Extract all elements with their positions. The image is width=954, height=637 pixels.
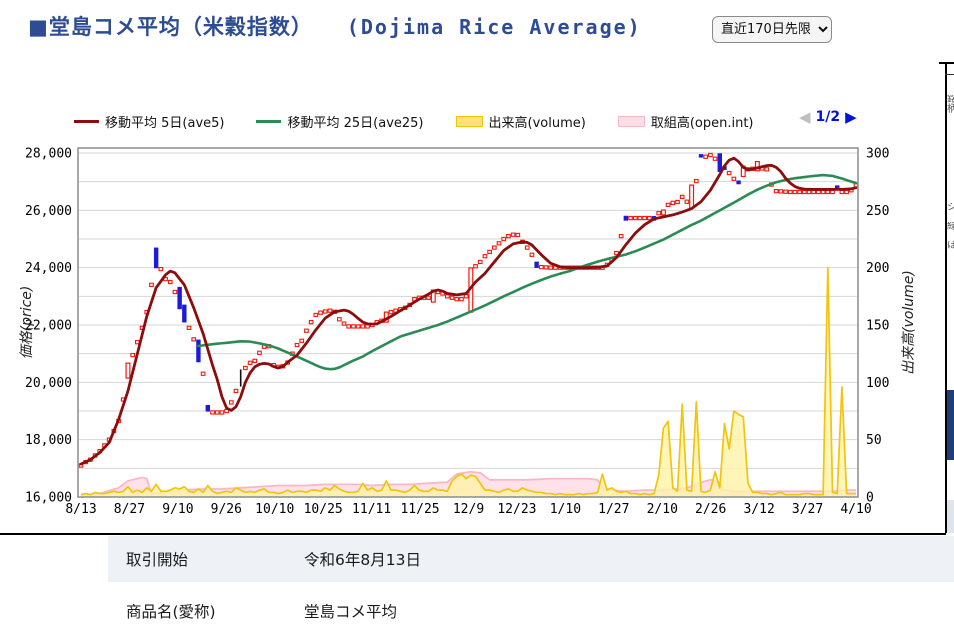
svg-text:300: 300 [866,147,889,162]
pager-next-icon[interactable]: ▶ [845,107,857,126]
svg-text:22,000: 22,000 [25,319,72,334]
svg-text:150: 150 [866,319,889,334]
svg-text:2/26: 2/26 [695,502,726,517]
panel-right-border [945,62,947,533]
pager-prev-icon[interactable]: ◀ [799,107,811,126]
legend-item-ave5: 移動平均 5日(ave5) [74,112,224,131]
svg-text:100: 100 [866,376,889,391]
svg-text:9/10: 9/10 [162,502,193,517]
chart-legend: 移動平均 5日(ave5) 移動平均 25日(ave25) 出来高(volume… [74,110,786,132]
svg-text:24,000: 24,000 [25,261,72,276]
plot-border [77,147,859,498]
panel-corner-border-inner [945,74,954,75]
panel-bottom-border [0,533,946,535]
row-value: 令和6年8月13日 [304,551,421,569]
page-header: ■堂島コメ平均（米穀指数） (Dojima Rice Average) [28,11,642,41]
open-interest-band-swatch-icon [617,115,645,127]
legend-item-ave25: 移動平均 25日(ave25) [256,112,424,131]
clipped-navy-panel [947,390,954,460]
pager-page-label: 1/2 [815,109,841,125]
volume-axis-title: 出来高(volume) [901,270,917,375]
svg-text:9/26: 9/26 [211,502,242,517]
table-row: 取引開始 令和6年8月13日 [108,536,954,582]
svg-text:10/10: 10/10 [255,502,294,517]
svg-text:50: 50 [866,433,882,448]
svg-text:18,000: 18,000 [25,433,72,448]
svg-text:1/10: 1/10 [550,502,581,517]
svg-text:2/10: 2/10 [647,502,678,517]
svg-text:250: 250 [866,204,889,219]
clipped-light-panel [947,500,954,533]
title-bullet-icon: ■ [28,15,49,39]
clipped-sidebar-text-fragment: 緑 [947,222,954,232]
svg-text:3/27: 3/27 [792,502,823,517]
svg-text:11/25: 11/25 [400,502,439,517]
svg-text:0: 0 [866,491,874,506]
clipped-sidebar-text-fragment: ほ [947,241,954,251]
svg-text:28,000: 28,000 [25,147,72,162]
legend-label-open-interest: 取組高(open.int) [650,115,754,131]
row-value: 堂島コメ平均 [304,603,398,621]
price-chart-canvas: 16,000 18,000 20,000 22,000 24,000 26,000 28,0… [19,147,917,518]
svg-text:8/13: 8/13 [65,502,96,517]
legend-label-ave25: 移動平均 25日(ave25) [287,115,424,131]
svg-text:3/12: 3/12 [743,502,774,517]
ave25-line-swatch-icon [256,119,282,123]
clipped-sidebar-text-fragment: 銘柄 [947,95,954,115]
row-label: 商品名(愛称) [126,603,216,621]
page-title: 堂島コメ平均（米穀指数） [48,15,313,39]
instrument-info-table: 取引開始 令和6年8月13日 商品名(愛称) 堂島コメ平均 [108,536,954,637]
svg-text:20,000: 20,000 [25,376,72,391]
svg-text:26,000: 26,000 [25,204,72,219]
legend-item-open-interest: 取組高(open.int) [617,112,754,131]
svg-text:12/9: 12/9 [453,502,484,517]
ave5-line [79,156,858,466]
volume-area [80,266,856,497]
svg-text:200: 200 [866,261,889,276]
svg-text:8/27: 8/27 [114,502,145,517]
contract-range-select[interactable]: 直近170日先限 [712,16,832,43]
svg-text:12/23: 12/23 [497,502,536,517]
svg-text:4/10: 4/10 [840,502,871,517]
volume-band-swatch-icon [455,115,483,127]
ave25-line [197,173,858,371]
price-axis-title: 価格(price) [19,286,35,360]
legend-label-ave5: 移動平均 5日(ave5) [105,115,225,131]
table-row: 商品名(愛称) 堂島コメ平均 [108,583,954,637]
svg-text:1/27: 1/27 [598,502,629,517]
legend-item-volume: 出来高(volume) [455,112,586,131]
svg-text:10/25: 10/25 [304,502,343,517]
clipped-sidebar-text-fragment: シ [947,203,954,213]
axis-labels: 16,000 18,000 20,000 22,000 24,000 26,000 28,0… [25,147,889,518]
legend-label-volume: 出来高(volume) [488,115,586,131]
panel-corner-border [939,62,954,64]
chart-pager: ◀ 1/2 ▶ [799,109,857,125]
svg-text:16,000: 16,000 [25,491,72,506]
svg-text:11/11: 11/11 [352,502,391,517]
row-label: 取引開始 [126,551,189,569]
ave5-line-swatch-icon [74,119,99,123]
page-title-english: (Dojima Rice Average) [346,15,642,39]
